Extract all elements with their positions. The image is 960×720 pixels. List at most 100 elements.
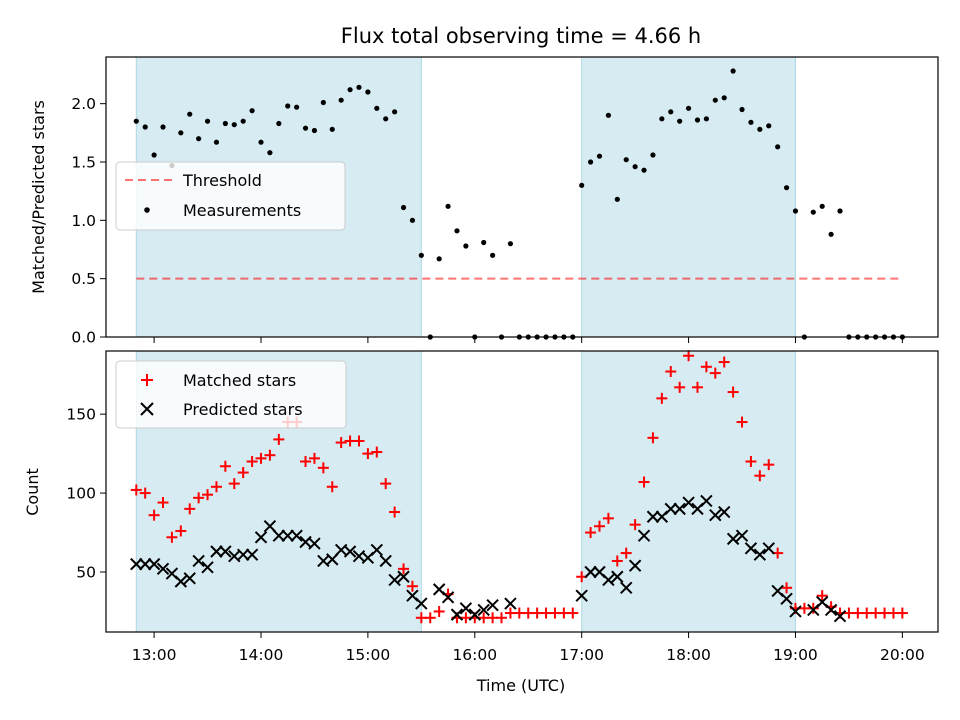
matched-star-point: [718, 356, 730, 368]
predicted-star-point: [735, 529, 749, 542]
matched-star-point: [157, 497, 169, 509]
matched-star-point: [602, 512, 614, 524]
predicted-star-point: [602, 573, 615, 587]
measurement-point: [338, 97, 344, 103]
matched-star-point: [175, 525, 187, 537]
measurement-point: [329, 126, 335, 132]
measurement-point: [632, 164, 638, 170]
predicted-star-point: [620, 581, 633, 595]
matched-star-point: [691, 381, 703, 393]
top-measurement-points: [133, 68, 905, 340]
measurement-point: [196, 136, 202, 142]
predicted-star-point: [156, 562, 170, 576]
legend-predicted-label: Predicted stars: [183, 400, 303, 419]
measurement-point: [614, 196, 620, 202]
predicted-star-point: [210, 545, 223, 558]
x-tick-label: 16:00: [452, 646, 497, 664]
predicted-star-point: [415, 597, 428, 610]
matched-star-point: [585, 527, 597, 539]
matched-star-point: [896, 607, 908, 619]
x-tick-label: 17:00: [559, 646, 604, 664]
predicted-star-point: [664, 502, 677, 516]
matched-star-point: [781, 582, 793, 594]
bottom-legend: Matched stars Predicted stars: [115, 360, 347, 429]
measurement-point: [356, 84, 362, 90]
matched-star-point: [611, 555, 623, 567]
measurement-point: [605, 112, 612, 118]
matched-star-point: [264, 449, 276, 461]
predicted-star-point: [673, 502, 686, 516]
matched-star-point: [709, 367, 721, 379]
x-tick-label: 13:00: [132, 646, 177, 664]
bottom-y-axis-label: Count: [23, 468, 42, 516]
measurement-point: [596, 153, 603, 159]
measurement-point: [792, 208, 799, 214]
predicted-star-point: [174, 575, 188, 588]
measurement-point: [302, 125, 309, 131]
measurement-point: [668, 109, 674, 115]
measurement-point: [730, 68, 736, 74]
predicted-star-point: [718, 505, 731, 519]
predicted-star-point: [637, 529, 651, 542]
predicted-star-point: [726, 532, 740, 546]
y-tick-label: 1.5: [71, 154, 96, 172]
top-shaded-intervals: [135, 56, 796, 338]
y-tick-label: 1.0: [71, 212, 96, 230]
measurement-point: [249, 108, 255, 114]
predicted-star-point: [762, 542, 775, 555]
predicted-star-point: [833, 610, 847, 623]
matched-star-point: [273, 433, 285, 445]
measurement-point: [445, 203, 451, 209]
predicted-star-point: [477, 603, 490, 617]
matched-star-point: [326, 481, 338, 493]
predicted-star-point: [575, 589, 588, 602]
predicted-star-point: [192, 554, 205, 568]
measurement-point: [213, 139, 220, 145]
measurement-point: [133, 118, 139, 124]
matched-star-point: [219, 460, 231, 472]
shaded-interval-2: [581, 56, 796, 338]
matched-star-point: [736, 416, 748, 428]
measurement-point: [685, 105, 692, 111]
matched-star-point: [620, 547, 632, 559]
matched-star-point: [700, 361, 712, 373]
measurement-point: [579, 182, 585, 188]
measurement-point: [587, 159, 594, 165]
legend-matched-swatch: [141, 374, 153, 386]
predicted-star-point: [450, 608, 464, 621]
matched-star-point: [202, 489, 214, 501]
measurement-point: [507, 241, 514, 247]
matched-star-point: [353, 435, 365, 447]
measurement-point: [641, 167, 647, 173]
measurement-point: [178, 130, 184, 136]
measurement-point: [810, 209, 816, 215]
predicted-star-point: [290, 529, 303, 542]
measurement-point: [828, 231, 834, 237]
matched-star-point: [371, 446, 383, 458]
measurement-point: [775, 144, 781, 150]
measurement-point: [659, 116, 665, 122]
x-tick-label: 15:00: [346, 646, 391, 664]
measurement-point: [766, 123, 772, 129]
measurement-point: [400, 204, 407, 211]
predicted-star-point: [468, 608, 481, 621]
matched-star-point: [406, 580, 418, 592]
predicted-star-point: [584, 565, 597, 579]
predicted-star-point: [744, 542, 758, 555]
measurement-point: [837, 208, 843, 214]
matched-star-point: [166, 531, 178, 543]
top-y-ticks: 0.0 0.5 1.0 1.5 2.0: [71, 95, 106, 347]
matched-star-point: [754, 470, 766, 482]
predicted-star-point: [138, 557, 152, 571]
measurement-point: [677, 118, 683, 124]
matched-star-point: [807, 602, 819, 614]
matched-star-point: [228, 478, 240, 490]
measurement-point: [294, 104, 300, 110]
bottom-y-ticks: 50 100 150: [66, 406, 106, 582]
top-legend: Threshold Measurements: [115, 161, 346, 231]
top-panel: 0.00.51.01.52.0 Matched/Predicted stars …: [29, 56, 939, 347]
matched-star-point: [335, 437, 347, 449]
measurement-point: [623, 157, 629, 163]
top-x-ticks: [153, 337, 903, 343]
measurement-point: [347, 87, 353, 93]
